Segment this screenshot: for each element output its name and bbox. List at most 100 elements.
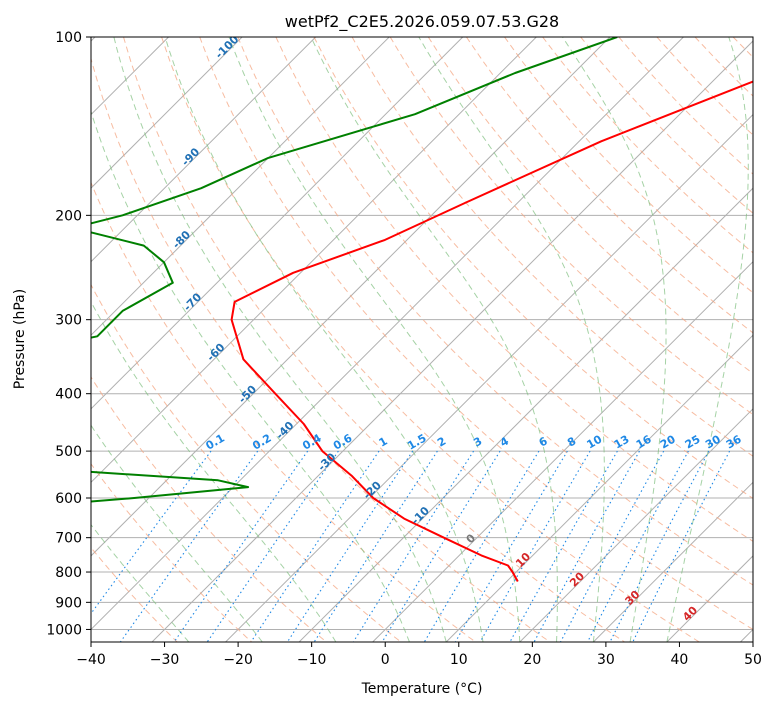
moist-adiabat-line	[91, 424, 263, 642]
mixing-ratio-label: 6	[537, 434, 550, 449]
y-tick-label: 400	[55, 387, 82, 403]
mixing-ratio-line	[313, 450, 438, 642]
isotherm-line	[91, 37, 464, 410]
mixing-ratio-line	[509, 450, 618, 642]
x-tick-label: 20	[523, 652, 541, 668]
x-tick-label: 0	[381, 652, 390, 668]
isotherm-line	[91, 37, 611, 557]
isotherm-line	[91, 37, 243, 189]
moist-adiabat-line	[418, 37, 605, 642]
mixing-ratio-label: 0.1	[204, 432, 227, 453]
x-tick-label: −30	[150, 652, 180, 668]
isotherm-line	[225, 113, 753, 642]
mixing-ratio-label: 2	[435, 435, 448, 450]
mixing-ratio-label: 0.2	[250, 432, 273, 453]
mixing-ratio-line	[91, 450, 212, 615]
y-tick-label: 800	[55, 565, 82, 581]
y-tick-label: 600	[55, 491, 82, 507]
dry-adiabat-line	[91, 181, 476, 642]
isotherm-label: -80	[170, 228, 193, 251]
dry-adiabat-line	[504, 37, 753, 294]
mixing-ratio-label: 20	[658, 432, 678, 451]
dry-adiabat-line	[275, 37, 753, 542]
moist-adiabat-line	[228, 37, 521, 642]
mixing-ratio-label: 1.5	[405, 432, 428, 453]
mixing-ratio-line	[533, 450, 640, 642]
moist-adiabat-line	[113, 37, 447, 642]
y-tick-label: 500	[55, 444, 82, 460]
dry-adiabat-line	[161, 37, 700, 642]
isotherm-line	[740, 628, 753, 642]
dry-adiabat-line	[427, 37, 753, 375]
dry-adiabat-line	[313, 37, 753, 500]
mixing-ratio-label: 30	[703, 432, 723, 451]
dry-adiabat-line	[618, 37, 753, 175]
isotherm-line	[91, 37, 317, 263]
x-tick-label: 50	[744, 652, 762, 668]
mixing-ratio-label: 16	[634, 432, 654, 451]
x-tick-label: 40	[671, 652, 689, 668]
isotherm-label: -60	[204, 341, 227, 364]
mixing-ratio-line	[286, 450, 414, 642]
dry-adiabat-line	[91, 376, 327, 642]
x-tick-label: 30	[597, 652, 615, 668]
x-tick-label: 10	[450, 652, 468, 668]
isotherm-label: -40	[273, 419, 296, 442]
dry-adiabat-line	[694, 37, 753, 97]
y-tick-label: 700	[55, 531, 82, 547]
isotherm-label: -30	[315, 450, 338, 473]
isotherm-line	[91, 37, 390, 336]
isotherm-line	[592, 481, 753, 642]
isotherm-line	[666, 555, 753, 642]
mixing-ratio-line	[352, 450, 475, 642]
moist-adiabat-lines	[91, 37, 749, 642]
y-tick-label: 900	[55, 595, 82, 611]
dry-adiabat-line	[199, 37, 753, 630]
mixing-ratio-label: 1	[377, 435, 390, 450]
moist-adiabat-line	[91, 109, 410, 642]
dry-adiabat-line	[91, 56, 551, 642]
pressure-gridlines	[91, 37, 753, 630]
dry-adiabat-line	[91, 283, 402, 642]
mixing-ratio-line	[479, 450, 591, 642]
mixing-ratio-lines	[91, 450, 731, 642]
x-axis: −40 −30 −20 −10 0 10 20 30 40 50	[76, 642, 762, 668]
dry-adiabat-line	[123, 37, 625, 642]
isotherm-line	[445, 334, 753, 642]
x-tick-label: −10	[297, 652, 327, 668]
isotherm-line	[151, 40, 753, 642]
y-tick-label: 200	[55, 208, 82, 224]
dry-adiabat-lines	[91, 37, 753, 642]
y-tick-label: 100	[55, 30, 82, 46]
isotherm-line	[91, 37, 537, 484]
x-tick-label: −20	[223, 652, 253, 668]
mixing-ratio-line	[609, 450, 710, 642]
dry-adiabat-line	[465, 37, 753, 334]
mixing-ratio-label: 0.6	[331, 431, 355, 452]
isotherm-label: -50	[236, 383, 259, 406]
moist-adiabat-line	[164, 37, 484, 642]
dry-adiabat-line	[91, 463, 253, 642]
dewpoint-profile-line	[91, 37, 618, 503]
mixing-ratio-line	[454, 450, 568, 642]
mixing-ratio-line	[250, 450, 380, 642]
moist-adiabat-line	[310, 37, 558, 642]
mixing-ratio-line	[423, 450, 540, 642]
temperature-profile-line	[230, 80, 753, 582]
x-tick-label: −40	[76, 652, 106, 668]
mixing-ratio-label: 3	[471, 435, 484, 450]
chart-title: wetPf2_C2E5.2026.059.07.53.G28	[285, 12, 559, 32]
y-axis: 100 200 300 400 500 600 700 800 900 1000	[46, 30, 91, 638]
moist-adiabat-line	[91, 523, 190, 642]
line-labels: -100-90-80-70-60-50-40-30-20-10010203040…	[170, 37, 744, 624]
plot-area: -100-90-80-70-60-50-40-30-20-10010203040…	[91, 37, 753, 642]
isotherm-label: 30	[623, 588, 643, 608]
mixing-ratio-line	[632, 450, 731, 642]
moist-adiabat-line	[666, 37, 749, 642]
dry-adiabat-line	[389, 37, 753, 416]
moist-adiabat-line	[562, 37, 667, 642]
mixing-ratio-label: 13	[612, 433, 632, 452]
isotherm-lines	[91, 37, 753, 642]
isotherm-line	[519, 408, 753, 642]
